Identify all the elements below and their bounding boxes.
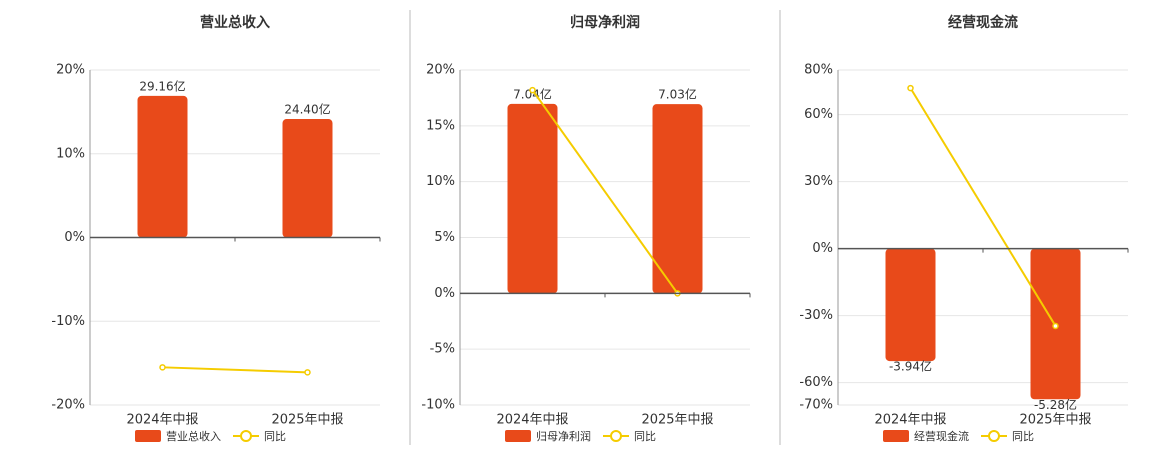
y-tick-label: -5% [430,342,455,357]
x-tick-label: 2025年中报 [1019,413,1091,428]
y-tick-label: -10% [421,398,455,413]
y-tick-label: -10% [51,314,85,329]
y-tick-label: 0% [434,286,455,301]
legend-marker [240,430,252,442]
line [909,87,1057,327]
y-tick-label: 80% [804,63,833,78]
line-point [1052,322,1059,330]
value-label: 24.40亿 [284,102,330,117]
line-point [304,369,311,376]
bar [507,103,558,294]
chart-title: 营业总收入 [200,14,270,31]
value-label: 7.03亿 [658,87,697,102]
y-tick-label: 20% [56,63,85,78]
bar [885,248,936,362]
legend-label: 同比 [264,430,286,443]
y-tick-label: 0% [64,230,85,245]
legend-swatch [883,430,909,442]
x-tick-label: 2025年中报 [641,413,713,428]
value-label: -3.94亿 [889,359,932,374]
value-label: 7.04亿 [513,86,552,101]
y-tick-label: 10% [56,146,85,161]
bar [652,104,703,294]
legend-label: 同比 [1012,430,1034,443]
x-tick-label: 2025年中报 [271,413,343,428]
x-tick-label: 2024年中报 [126,413,198,428]
y-tick-label: 15% [426,118,455,133]
legend-swatch [135,430,161,442]
line [531,89,679,294]
chart-title: 归母净利润 [570,14,640,31]
legend-label: 经营现金流 [914,429,969,443]
legend-label: 归母净利润 [536,429,591,443]
line [162,366,308,374]
line-point [907,84,914,92]
legend-marker [988,430,1000,442]
value-label: 29.16亿 [139,78,185,93]
bar [282,119,333,238]
y-tick-label: 10% [426,174,455,189]
value-label: -5.28亿 [1034,397,1077,412]
chart-title: 经营现金流 [948,14,1018,31]
y-tick-label: 5% [434,230,455,245]
y-tick-label: -30% [799,308,833,323]
legend-label: 营业总收入 [166,429,221,443]
line-point [159,364,166,371]
legend-label: 同比 [634,430,656,443]
y-tick-label: -70% [799,398,833,413]
y-tick-label: 60% [804,107,833,122]
line-point [529,86,536,94]
legend-swatch [505,430,531,442]
y-tick-label: 20% [426,63,455,78]
legend-marker [610,430,622,442]
x-tick-label: 2024年中报 [874,413,946,428]
y-tick-label: 0% [812,241,833,256]
bar [137,95,188,238]
y-tick-label: -20% [51,398,85,413]
y-tick-label: 30% [804,174,833,189]
x-tick-label: 2024年中报 [496,413,568,428]
y-tick-label: -60% [799,375,833,390]
